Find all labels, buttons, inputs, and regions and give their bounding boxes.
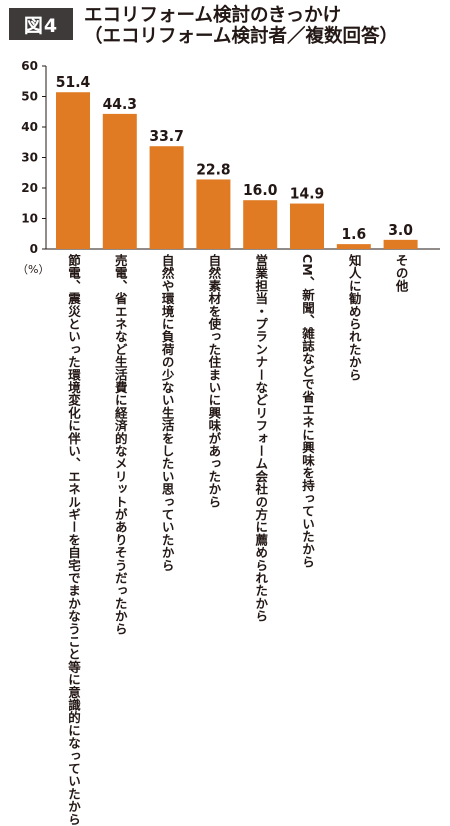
category-label: その他: [393, 254, 409, 293]
y-tick-label: 10: [21, 212, 38, 226]
category-label: 営業担当・プランナーなどリフォーム会社の方に薦められたから: [253, 254, 269, 623]
chart-title-line1: エコリフォーム検討のきっかけ: [84, 5, 342, 26]
bar-chart: 0 10 20 30 40 50 60 51.4 44.3 33.7 22.8 16.0 14.9 1.6…: [21, 59, 440, 256]
y-tick-label: 0: [30, 242, 38, 256]
bar-value-label: 33.7: [149, 127, 183, 145]
bar-value-label: 44.3: [103, 95, 137, 113]
bar-value-label: 14.9: [290, 185, 324, 203]
category-label: CM、新聞、雑誌などで省エネに興味を持っていたから: [300, 254, 315, 569]
category-label: 自然や環境に負荷の少ない生活をしたい思っていたから: [159, 254, 175, 572]
bar: [196, 179, 231, 249]
bar: [56, 92, 90, 249]
bar: [336, 244, 371, 249]
y-tick-label: 30: [21, 151, 38, 165]
bar-value-label: 3.0: [388, 221, 413, 239]
y-tick-label: 40: [21, 120, 38, 134]
category-label: 知人に勧められたから: [346, 254, 362, 381]
bar: [149, 146, 184, 249]
y-tick-label: 60: [21, 59, 38, 73]
bar-value-label: 51.4: [56, 73, 91, 91]
bar: [383, 239, 418, 249]
bar-value-label: 22.8: [196, 160, 230, 178]
chart-title-line2: （エコリフォーム検討者／複数回答）: [84, 26, 398, 47]
bar: [290, 203, 324, 249]
y-axis-unit-label: （%）: [17, 263, 50, 276]
bar: [243, 200, 278, 249]
chart-title: エコリフォーム検討のきっかけ （エコリフォーム検討者／複数回答）: [84, 5, 398, 47]
bar-value-label: 16.0: [243, 181, 278, 199]
category-label: 節電、震災といった環境変化に伴い、エネルギーを自宅でまかなうこと等に意識的になっ…: [66, 254, 81, 826]
bar-value-label: 1.6: [341, 225, 366, 243]
figure-badge: 図4: [9, 8, 73, 40]
category-label: 売電、省エネなど生活費に経済的なメリットがありそうだったから: [112, 254, 128, 635]
y-tick-label: 50: [21, 90, 38, 104]
bar: [102, 113, 137, 249]
y-tick-label: 20: [21, 181, 38, 195]
category-label: 自然素材を使った住まいに興味があったから: [206, 254, 222, 508]
